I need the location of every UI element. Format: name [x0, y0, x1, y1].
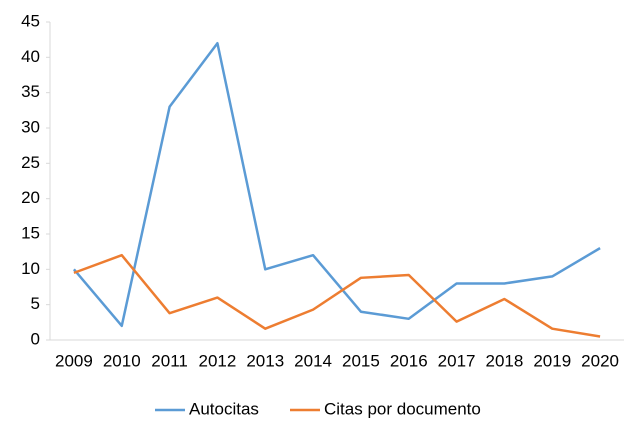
y-tick-label: 45 [21, 11, 40, 30]
y-tick-label: 15 [21, 223, 40, 242]
series-line [73, 253, 601, 338]
legend-label: Autocitas [189, 399, 259, 418]
y-tick-label: 20 [21, 188, 40, 207]
x-tick-label: 2015 [342, 351, 380, 370]
x-tick-label: 2009 [55, 351, 93, 370]
y-tick-label: 25 [21, 153, 40, 172]
y-tick-label: 0 [31, 329, 40, 348]
x-tick-label: 2016 [390, 351, 428, 370]
x-tick-label: 2017 [438, 351, 476, 370]
x-tick-label: 2011 [151, 351, 188, 370]
y-tick-label: 35 [21, 82, 40, 101]
y-tick-label: 30 [21, 117, 40, 136]
legend-label: Citas por documento [324, 399, 481, 418]
y-tick-label: 40 [21, 47, 40, 66]
x-tick-label: 2014 [294, 351, 332, 370]
x-tick-label: 2018 [486, 351, 524, 370]
x-tick-label: 2012 [199, 351, 237, 370]
x-tick-label: 2010 [103, 351, 141, 370]
y-tick-label: 5 [31, 294, 40, 313]
x-tick-label: 2020 [581, 351, 619, 370]
x-tick-label: 2019 [533, 351, 571, 370]
series-line [72, 41, 601, 328]
x-tick-label: 2013 [246, 351, 284, 370]
y-tick-label: 10 [21, 259, 40, 278]
